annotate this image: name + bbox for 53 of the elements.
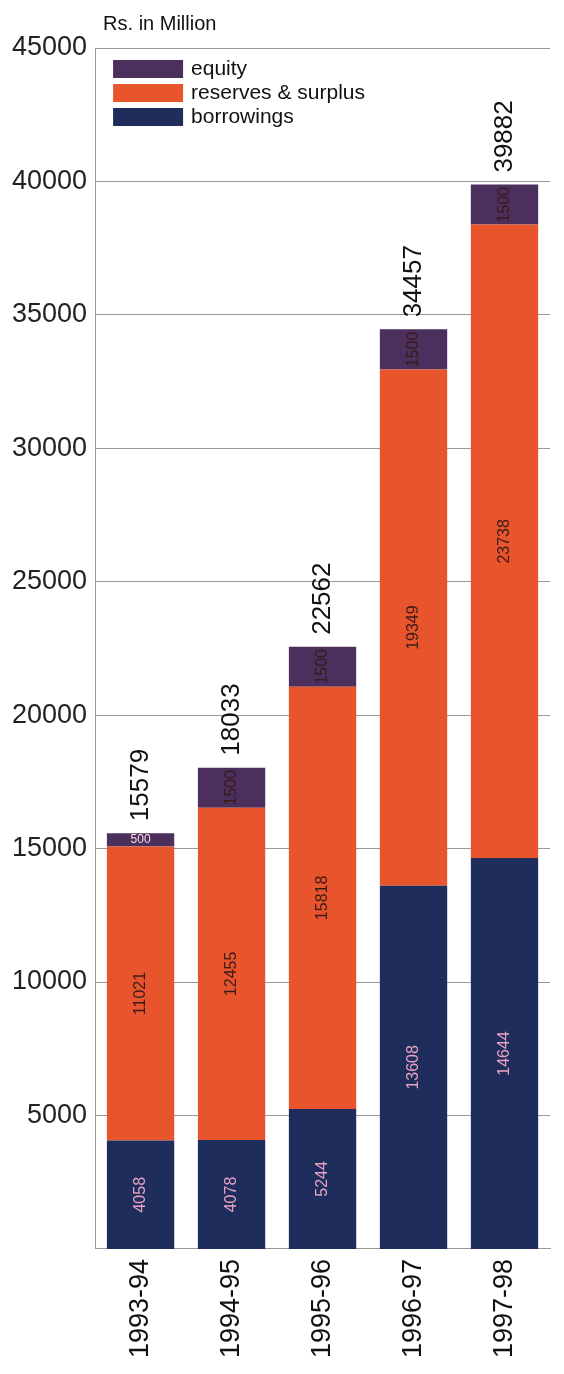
data-label: 500 (130, 832, 151, 847)
total-label: 34457 (396, 245, 427, 318)
data-label: 14644 (494, 1031, 512, 1076)
y-tick-label: 30000 (11, 431, 88, 462)
y-tick-label: 5000 (27, 1098, 88, 1129)
data-label: 5244 (312, 1161, 330, 1197)
data-label: 1500 (403, 331, 421, 368)
bar (288, 686, 357, 1109)
y-tick-label: 45000 (11, 31, 88, 62)
bar (470, 184, 539, 225)
bar (470, 224, 539, 859)
bar (106, 846, 175, 1141)
data-label: 4058 (130, 1176, 148, 1213)
x-tick-label: 1994-95 (215, 1258, 246, 1359)
y-tick-label: 10000 (11, 965, 88, 996)
total-label: 22562 (305, 562, 336, 635)
bar (288, 1108, 357, 1249)
bar (197, 1140, 266, 1249)
legend-label: reserves & surplus (191, 79, 365, 103)
data-label: 13608 (403, 1044, 421, 1090)
legend-label: borrowings (191, 103, 294, 127)
legend-label: equity (191, 55, 248, 79)
total-label: 39882 (487, 100, 518, 173)
bar (379, 329, 448, 370)
y-axis-title: Rs. in Million (103, 11, 217, 34)
bar (106, 833, 175, 847)
x-tick-label: 1996-97 (396, 1258, 427, 1359)
bar (197, 807, 266, 1141)
total-label: 15579 (123, 748, 154, 822)
bar (379, 369, 448, 886)
data-label: 23738 (494, 519, 512, 564)
x-tick-label: 1993-94 (124, 1258, 155, 1359)
y-tick-label: 40000 (11, 164, 88, 195)
bar (470, 858, 539, 1249)
data-label: 12455 (221, 951, 239, 997)
x-tick-label: 1997-98 (487, 1258, 518, 1359)
data-label: 1500 (312, 648, 330, 685)
data-label: 19349 (403, 605, 421, 650)
bar (197, 767, 266, 808)
y-tick-label: 35000 (11, 298, 88, 329)
bar (379, 885, 448, 1249)
total-label: 18033 (214, 683, 245, 756)
data-label: 15818 (312, 875, 330, 921)
bar (106, 1140, 175, 1249)
data-label: 1500 (494, 186, 512, 223)
y-tick-label: 20000 (11, 698, 88, 729)
x-tick-label: 1995-96 (305, 1258, 336, 1359)
data-label: 11021 (130, 971, 148, 1016)
y-tick-label: 25000 (11, 565, 88, 596)
bar (288, 646, 357, 687)
y-tick-label: 15000 (11, 832, 88, 863)
data-label: 4078 (221, 1176, 239, 1213)
data-label: 1500 (221, 769, 239, 806)
